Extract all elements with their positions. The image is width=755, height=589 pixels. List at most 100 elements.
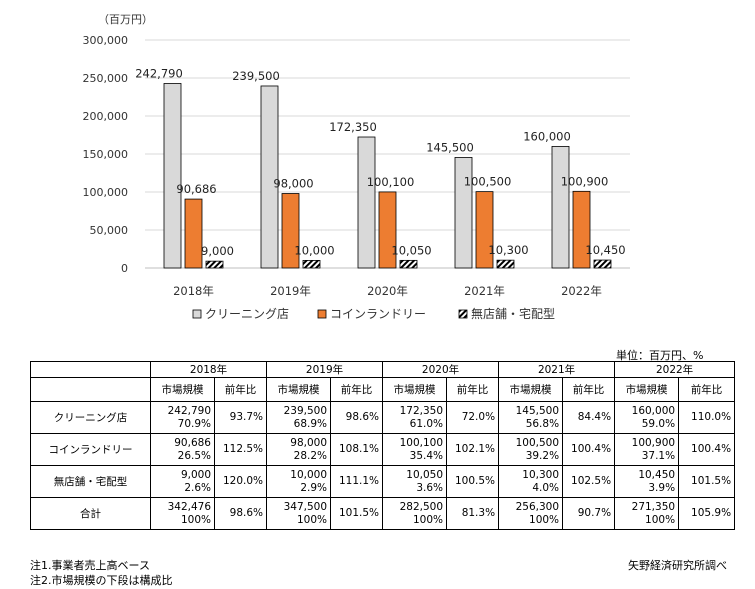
share-value: 37.1% (641, 449, 676, 462)
x-category-label: 2022年 (561, 284, 602, 298)
yoy-value: 105.9% (691, 507, 732, 519)
y-tick-label: 0 (121, 262, 128, 275)
row-label: 無店舗・宅配型 (30, 465, 151, 498)
y-tick-label: 200,000 (83, 110, 129, 123)
market-size-value: 256,300 (515, 500, 560, 513)
yoy-cell: 84.4% (562, 401, 616, 434)
share-value: 100% (180, 513, 211, 526)
yoy-cell: 100.4% (562, 433, 616, 466)
market-size-value: 100,500 (515, 436, 560, 449)
yoy-cell: 98.6% (330, 401, 384, 434)
data-labels: 242,790 90,686 9,000 239,500 98,000 10,000 172… (135, 66, 625, 258)
share-value: 59.0% (641, 417, 676, 430)
share-value: 35.4% (409, 449, 444, 462)
row-label: クリーニング店 (30, 401, 151, 434)
market-size-cell: 271,350 100% (614, 497, 680, 530)
share-value: 56.8% (525, 417, 560, 430)
yoy-cell: 93.7% (213, 401, 268, 434)
yoy-value: 84.4% (577, 411, 612, 423)
data-label: 90,686 (176, 182, 216, 196)
market-size-cell: 145,500 56.8% (498, 401, 564, 434)
market-size-cell: 90,686 26.5% (150, 433, 215, 466)
market-size-value: 100,100 (399, 436, 444, 449)
row-label: コインランドリー (30, 433, 151, 466)
yoy-cell: 101.5% (330, 497, 384, 530)
market-size-value: 342,476 (167, 500, 211, 513)
bar-chart: （百万円） 0 50,000 100,000 150,000 200,000 250,00… (83, 13, 630, 321)
market-size-cell: 10,050 3.6% (382, 465, 448, 498)
legend-label: クリーニング店 (205, 307, 289, 321)
table-row: コインランドリー 90,686 26.5% 112.5% 98,000 28.2% 108.… (30, 433, 736, 466)
market-size-value: 242,790 (167, 404, 211, 417)
share-value: 26.5% (177, 449, 211, 462)
yoy-value: 93.7% (229, 411, 264, 423)
yoy-cell: 101.5% (678, 465, 736, 498)
market-size-value: 10,000 (290, 468, 328, 481)
market-size-cell: 256,300 100% (498, 497, 564, 530)
yoy-cell: 120.0% (213, 465, 268, 498)
market-size-cell: 98,000 28.2% (266, 433, 332, 466)
market-size-cell: 282,500 100% (382, 497, 448, 530)
market-size-value: 10,050 (406, 468, 444, 481)
market-size-cell: 239,500 68.9% (266, 401, 332, 434)
subheader-size: 市場規模 (266, 377, 332, 402)
market-size-cell: 160,000 59.0% (614, 401, 680, 434)
share-value: 28.2% (293, 449, 328, 462)
subheader-yoy: 前年比 (330, 377, 384, 402)
share-value: 100% (645, 513, 676, 526)
bar-1-3 (475, 191, 494, 269)
yoy-value: 72.0% (461, 411, 496, 423)
subheader-size: 市場規模 (382, 377, 448, 402)
market-size-value: 160,000 (631, 404, 676, 417)
subheader-size: 市場規模 (150, 377, 215, 402)
market-size-value: 100,900 (631, 436, 676, 449)
bar-0-1 (260, 85, 279, 269)
table-row: 合計 342,476 100% 98.6% 347,500 100% 101.5% 282,5… (30, 497, 736, 530)
market-size-cell: 242,790 70.9% (150, 401, 215, 434)
note-1: 注1.事業者売上高ベース (30, 559, 150, 572)
data-label: 145,500 (426, 140, 474, 154)
yoy-cell: 110.0% (678, 401, 736, 434)
source-note: 矢野経済研究所調べ (628, 559, 727, 572)
y-tick-label: 50,000 (90, 224, 129, 237)
subheader-yoy: 前年比 (446, 377, 500, 402)
market-size-value: 10,300 (522, 468, 560, 481)
legend-label: 無店舗・宅配型 (471, 306, 555, 321)
table-row: クリーニング店 242,790 70.9% 93.7% 239,500 68.9% 98.6… (30, 401, 736, 434)
bar-2-2 (399, 259, 418, 269)
yoy-cell: 72.0% (446, 401, 500, 434)
header-blank (30, 361, 151, 378)
yoy-value: 101.5% (338, 507, 380, 519)
x-category-label: 2020年 (367, 284, 408, 298)
bar-1-0 (184, 198, 203, 269)
x-category-label: 2019年 (270, 284, 311, 298)
legend-swatch (192, 309, 202, 319)
yoy-value: 90.7% (577, 507, 612, 519)
data-label: 239,500 (232, 69, 280, 83)
yoy-value: 102.1% (455, 443, 496, 455)
y-tick-label: 150,000 (83, 148, 129, 161)
x-category-label: 2018年 (173, 284, 214, 298)
yoy-value: 102.5% (571, 475, 612, 487)
yoy-value: 111.1% (338, 475, 380, 487)
legend-label: コインランドリー (330, 307, 426, 321)
market-size-cell: 10,450 3.9% (614, 465, 680, 498)
market-size-value: 282,500 (399, 500, 444, 513)
yoy-cell: 108.1% (330, 433, 384, 466)
bar-0-3 (454, 157, 473, 269)
yoy-cell: 100.4% (678, 433, 736, 466)
table-unit-note: 単位：百万円、% (616, 349, 704, 362)
market-size-cell: 342,476 100% (150, 497, 215, 530)
data-label: 10,050 (391, 243, 431, 257)
bar-1-2 (378, 191, 397, 269)
y-tick-label: 250,000 (83, 72, 129, 85)
note-2: 注2.市場規模の下段は構成比 (30, 574, 173, 587)
bar-0-2 (357, 136, 376, 269)
market-size-value: 145,500 (515, 404, 560, 417)
bar-0-0 (163, 83, 182, 269)
legend-swatch (458, 309, 468, 319)
market-size-value: 347,500 (283, 500, 328, 513)
yoy-cell: 112.5% (213, 433, 268, 466)
yoy-value: 98.6% (229, 507, 264, 519)
yoy-value: 101.5% (691, 475, 732, 487)
